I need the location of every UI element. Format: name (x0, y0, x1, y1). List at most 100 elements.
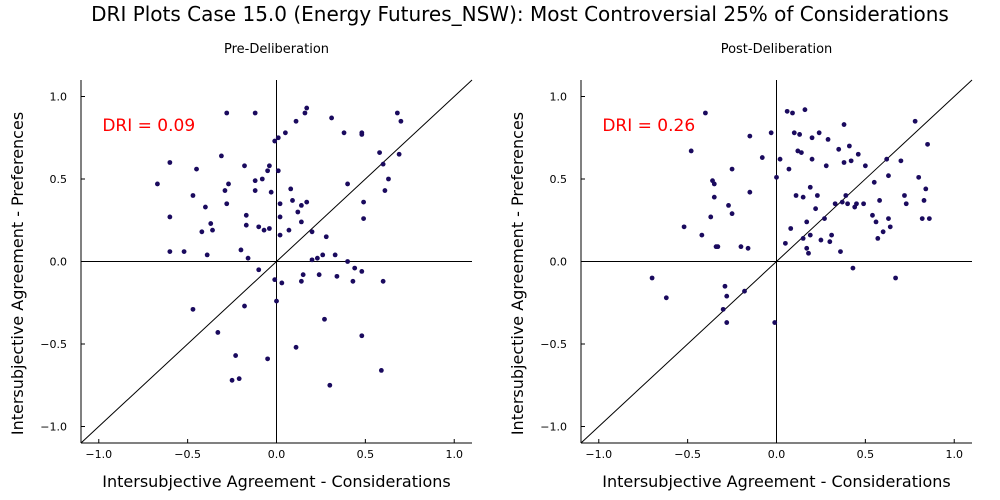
data-point (926, 216, 932, 222)
data-point (788, 226, 794, 231)
data-point (871, 179, 877, 185)
x-tick-label: −1.0 (85, 448, 112, 461)
x-tick-label: 1.0 (445, 448, 463, 461)
diagonal-line (580, 79, 973, 444)
data-point (309, 229, 315, 235)
data-point (293, 344, 299, 350)
data-point (802, 107, 808, 113)
data-point (359, 269, 365, 274)
data-point (823, 163, 829, 169)
data-point (266, 226, 272, 231)
data-point (224, 110, 230, 116)
data-point (649, 275, 655, 281)
data-point (243, 212, 249, 218)
data-point (800, 194, 806, 200)
data-point (295, 209, 301, 215)
data-point (219, 153, 224, 159)
data-point (846, 143, 852, 149)
data-point (832, 201, 838, 207)
data-point (345, 259, 350, 264)
data-point (222, 188, 228, 193)
data-point (841, 160, 847, 165)
data-point (782, 240, 788, 246)
data-point (912, 118, 918, 124)
data-point (745, 245, 751, 251)
data-point (806, 250, 811, 256)
data-point (916, 174, 922, 180)
data-point (861, 201, 866, 207)
data-point (359, 333, 365, 339)
data-point (923, 186, 929, 192)
data-point (747, 133, 753, 139)
data-point (919, 216, 925, 222)
data-point (784, 108, 790, 114)
data-point (155, 181, 160, 187)
data-point (272, 277, 278, 283)
data-point (215, 330, 221, 335)
data-point (304, 199, 310, 205)
data-point (314, 255, 320, 261)
data-point (729, 211, 735, 217)
data-point (272, 138, 278, 144)
data-point (194, 166, 199, 172)
x-tick-label: −0.5 (174, 448, 201, 461)
data-point (759, 155, 765, 160)
y-tick-label: −0.5 (40, 338, 67, 351)
data-point (827, 239, 833, 245)
data-point (804, 219, 810, 225)
y-tick-label: 0.0 (50, 256, 68, 269)
data-point (380, 278, 386, 284)
data-point (729, 166, 735, 172)
data-point (873, 219, 879, 225)
data-point (772, 320, 778, 325)
data-point (167, 214, 173, 220)
data-point (236, 376, 242, 382)
data-point (378, 368, 384, 373)
data-point (886, 173, 891, 179)
data-point (224, 201, 230, 207)
data-point (380, 161, 386, 167)
y-tick-label: 0.0 (550, 256, 568, 269)
data-point (703, 110, 708, 116)
data-point (274, 298, 279, 304)
data-point (361, 199, 366, 205)
data-point (791, 130, 797, 136)
data-point (329, 115, 334, 121)
data-point (386, 176, 391, 182)
dri-annotation: DRI = 0.09 (102, 116, 195, 136)
data-point (309, 257, 315, 263)
data-point (359, 132, 365, 137)
data-point (261, 227, 267, 233)
data-point (245, 255, 251, 261)
data-point (738, 244, 744, 250)
x-tick-label: 0.5 (857, 448, 875, 461)
data-point (813, 206, 818, 212)
data-point (797, 132, 803, 137)
data-point (277, 214, 283, 220)
data-point (323, 234, 329, 240)
diagonal-line (80, 79, 473, 444)
data-point (298, 219, 304, 225)
data-point (398, 118, 404, 124)
y-tick-label: −0.5 (540, 338, 567, 351)
data-point (243, 222, 249, 228)
y-axis-label: Intersubjective Agreement - Preferences (508, 112, 527, 435)
x-tick-label: 0.0 (768, 448, 786, 461)
data-point (252, 178, 258, 184)
data-point (711, 181, 717, 187)
data-point (361, 216, 366, 222)
data-point (836, 146, 842, 152)
x-tick-label: 0.0 (268, 448, 286, 461)
data-point (181, 249, 187, 255)
data-point (699, 232, 705, 238)
data-point (841, 122, 847, 127)
data-point (210, 227, 215, 233)
data-point (266, 163, 272, 169)
data-point (199, 229, 205, 235)
data-point (681, 224, 687, 230)
data-point (724, 293, 730, 299)
data-point (167, 160, 173, 165)
data-point (711, 194, 717, 200)
data-point (887, 224, 893, 230)
